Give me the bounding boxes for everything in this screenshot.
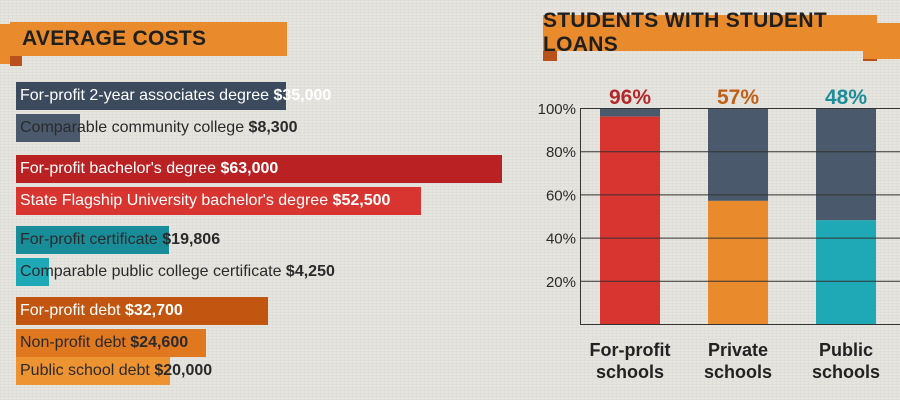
student-loans-title-text: STUDENTS WITH STUDENT LOANS xyxy=(543,9,827,56)
cost-bar xyxy=(16,82,286,110)
cost-bar xyxy=(16,258,49,286)
category-label: schools xyxy=(704,362,772,382)
cost-label: Comparable public college certificate $4… xyxy=(20,258,335,286)
cost-label: State Flagship University bachelor's deg… xyxy=(20,187,390,215)
cost-label-text: For-profit certificate xyxy=(20,231,163,248)
cost-label: Comparable community college $8,300 xyxy=(20,114,297,142)
category-label: schools xyxy=(812,362,880,382)
cost-amount: $32,700 xyxy=(124,302,183,319)
cost-amount: $8,300 xyxy=(248,119,298,136)
cost-bar xyxy=(16,187,421,215)
cost-amount: $24,600 xyxy=(130,334,189,351)
cost-label-text: Comparable community college xyxy=(20,119,249,136)
cost-label-text: State Flagship University bachelor's deg… xyxy=(20,192,333,209)
cost-amount: $20,000 xyxy=(154,362,213,379)
category-label: Private xyxy=(708,340,768,360)
cost-amount: $4,250 xyxy=(285,263,335,280)
cost-bar xyxy=(16,329,206,357)
cost-label-text: For-profit 2-year associates degree xyxy=(20,87,274,104)
cost-label-text: Public school debt xyxy=(20,362,155,379)
cost-label: For-profit certificate $19,806 xyxy=(20,226,220,254)
percent-label: 48% xyxy=(825,86,867,109)
cost-amount: $35,000 xyxy=(273,87,332,104)
cost-amount: $52,500 xyxy=(332,192,391,209)
category-label: schools xyxy=(596,362,664,382)
y-tick-label: 60% xyxy=(546,187,576,204)
cost-label: For-profit debt $32,700 xyxy=(20,297,183,325)
banner-fold xyxy=(10,54,22,66)
cost-bar xyxy=(16,297,269,325)
student-loans-chart: 20%40%60%80%100%96% 57% 48%For-profitschoo… xyxy=(538,86,900,382)
percent-label: 96% xyxy=(609,86,651,109)
cost-label-text: For-profit bachelor's degree xyxy=(20,160,221,177)
stack-bar-remainder xyxy=(600,108,660,117)
stack-bar-loans xyxy=(816,220,876,324)
cost-bar xyxy=(16,226,169,254)
stack-bar-remainder xyxy=(816,108,876,221)
y-tick-label: 40% xyxy=(546,231,576,248)
average-costs-title-text: AVERAGE COSTS xyxy=(22,27,207,50)
stack-bar-remainder xyxy=(708,108,768,201)
cost-label: For-profit bachelor's degree $63,000 xyxy=(20,155,278,183)
stack-bar-loans xyxy=(708,200,768,324)
cost-label-text: Non-profit debt xyxy=(20,334,131,351)
stack-bar-loans xyxy=(600,116,660,324)
category-label: For-profit xyxy=(590,340,671,360)
cost-label-text: Comparable public college certificate xyxy=(20,263,286,280)
cost-bar xyxy=(16,155,502,183)
average-costs-banner: AVERAGE COSTS xyxy=(0,22,287,66)
percent-label: 57% xyxy=(717,86,759,109)
student-loans-banner: STUDENTS WITH STUDENT LOANS xyxy=(525,9,900,65)
cost-label: Non-profit debt $24,600 xyxy=(20,329,188,357)
cost-label: For-profit 2-year associates degree $35,… xyxy=(20,82,331,110)
y-tick-label: 80% xyxy=(546,144,576,161)
cost-amount: $19,806 xyxy=(162,231,221,248)
cost-amount: $63,000 xyxy=(220,160,279,177)
student-loans-title: STUDENTS WITH STUDENT LOANS xyxy=(543,9,877,56)
average-costs-title: AVERAGE COSTS xyxy=(10,22,287,56)
cost-bar xyxy=(16,357,171,385)
cost-label: Public school debt $20,000 xyxy=(20,357,212,385)
y-tick-label: 20% xyxy=(546,274,576,291)
y-tick-label: 100% xyxy=(538,101,576,118)
cost-label-text: For-profit debt xyxy=(20,302,125,319)
cost-bar xyxy=(16,114,81,142)
category-label: Public xyxy=(819,340,873,360)
